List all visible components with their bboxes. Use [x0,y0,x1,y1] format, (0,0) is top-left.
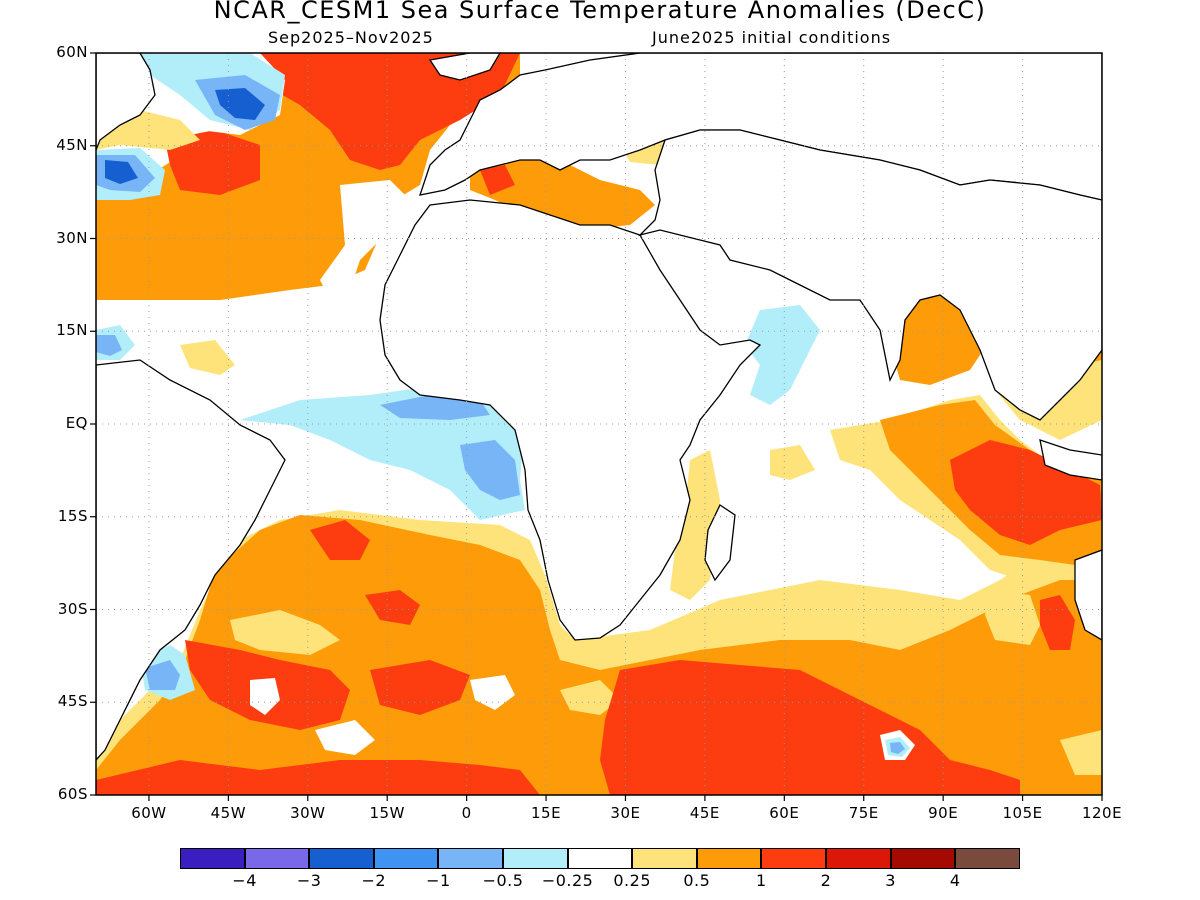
anomaly-region-15 [460,440,520,500]
initial-conditions: June2025 initial conditions [652,28,892,47]
lat-lon-grid [96,53,1102,795]
anomaly-region-25 [96,760,540,795]
longitude-label: 30W [290,804,326,822]
anomaly-region-36 [745,305,820,405]
anomaly-region-28 [470,675,515,710]
anomaly-field [96,53,1102,795]
longitude-label: 60E [769,804,800,822]
anomaly-region-51 [985,590,1040,645]
anomaly-region-27 [250,678,280,715]
anomaly-region-34 [480,165,515,195]
latitude-label: 30N [56,228,88,247]
indonesia-landmass [1039,439,1102,481]
anomaly-region-11 [105,160,138,184]
anomaly-region-33 [470,155,655,230]
anomaly-region-40 [950,440,1102,545]
colorbar-label: −2 [361,871,387,890]
forecast-season: Sep2025–Nov2025 [268,28,434,47]
longitude-label: 45W [210,804,247,822]
longitude-label: 105E [1002,804,1043,822]
north-america-landmass [96,53,156,151]
colorbar-swatch [309,848,374,869]
map-title: NCAR_CESM1 Sea Surface Temperature Anoma… [213,0,987,24]
anomaly-region-22 [365,590,420,625]
anomaly-region-29 [315,720,375,755]
longitude-label: 15E [531,804,562,822]
longitude-label: 15W [369,804,405,822]
anomaly-region-18 [180,340,235,375]
greenland-iceland-landmass [428,53,501,81]
latitude-label: 45N [56,135,88,154]
colorbar-label: −0.25 [541,871,594,890]
anomaly-region-3 [165,130,260,195]
anomaly-region-8 [215,88,265,120]
colorbar-swatch [826,848,891,869]
longitude-label: 60W [131,804,167,822]
anomaly-region-14 [380,395,490,420]
colorbar-swatch [696,848,762,869]
longitude-label: 90E [928,804,959,822]
latitude-label: EQ [65,414,88,432]
anomaly-region-50 [1060,730,1102,775]
colorbar-label: −0.5 [482,871,524,890]
colorbar-swatch [567,848,633,869]
anomaly-region-17 [96,335,122,356]
colorbar-swatch [632,848,697,869]
anomaly-region-26 [230,610,340,655]
south-america-landmass [96,359,286,761]
colorbar-swatch [955,848,1020,869]
latitude-label: 15S [57,506,88,525]
colorbar-label: 1 [756,871,767,890]
colorbar-label: −1 [426,871,451,890]
anomaly-region-21 [310,520,370,560]
axis-ticks [90,52,1103,801]
anomaly-region-32 [560,680,620,715]
longitude-label: 75E [848,804,879,822]
colorbar-swatch [761,848,826,869]
latitude-label: 60S [57,785,88,803]
anomaly-region-24 [370,660,470,715]
australia-landmass [1074,549,1102,641]
colorbar-swatch [180,848,245,869]
colorbar-swatch [373,848,439,869]
latitude-label: 60N [56,43,88,61]
anomaly-region-46 [1040,595,1075,650]
latitude-label: 30S [57,599,88,618]
colorbar-label: 4 [949,871,961,890]
middle-east-landmass [637,129,1102,421]
colorbar-label: 0.25 [613,871,651,890]
colorbar-label: 0.5 [683,871,711,890]
colorbar-swatch [890,848,956,869]
colorbar-swatch [244,848,310,869]
anomaly-region-2 [260,53,520,170]
latitude-label: 45S [57,692,88,711]
anomaly-region-49 [890,742,905,754]
colorbar-swatch [503,848,568,869]
colorbar-swatch [438,848,503,869]
madagascar-landmass [704,504,736,582]
longitude-label: 45E [689,804,720,822]
latitude-label: 15N [56,321,88,340]
colorbar-label: −4 [232,871,257,890]
longitude-label: 30E [610,804,641,822]
longitude-label: 120E [1081,804,1123,822]
anomaly-region-31 [145,660,180,690]
colorbar-label: 3 [885,871,896,890]
colorbar-label: 2 [820,871,832,890]
colorbar-label: −3 [296,871,322,890]
longitude-label: 0 [461,804,472,822]
africa-landmass [379,199,762,641]
anomaly-region-37 [770,445,815,480]
